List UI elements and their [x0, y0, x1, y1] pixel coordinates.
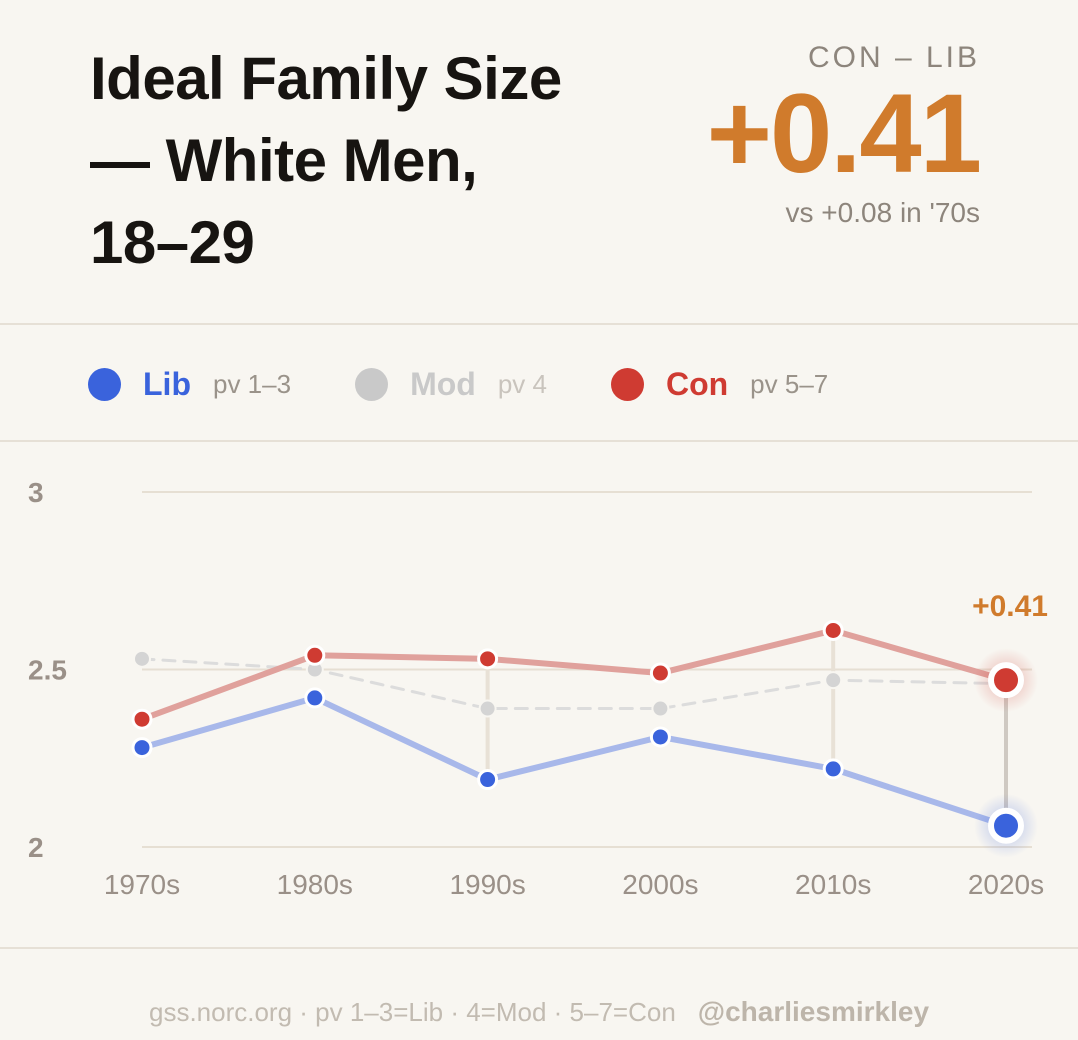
data-point-con [131, 708, 153, 730]
data-point-mod [651, 699, 670, 718]
data-point-con-latest [988, 662, 1024, 699]
legend-range-con: pv 5–7 [750, 368, 829, 399]
legend-range-lib: pv 1–3 [212, 368, 292, 399]
divider [0, 947, 1078, 949]
x-tick-label: 1990s [449, 869, 525, 900]
divider [0, 323, 1078, 325]
legend-dot-con [610, 367, 644, 401]
x-tick-label: 2000s [622, 869, 698, 900]
data-point-lib [477, 769, 499, 791]
series-line-lib [139, 694, 1009, 829]
legend-item-mod: Mod pv 4 [355, 366, 547, 403]
data-point-con [649, 662, 671, 684]
legend-item-con: Con pv 5–7 [610, 365, 829, 403]
gap-annotation: +0.41 [972, 590, 1048, 623]
y-tick-label: 2.5 [28, 655, 67, 686]
legend: Lib pv 1–3 Mod pv 4 Con pv 5–7 [88, 362, 892, 406]
data-point-mod [478, 699, 497, 718]
legend-name-lib: Lib [143, 365, 191, 402]
y-tick-label: 2 [28, 832, 44, 863]
data-point-lib [131, 737, 153, 759]
data-point-lib [822, 758, 844, 780]
data-point-lib [649, 726, 671, 748]
legend-item-lib: Lib pv 1–3 [88, 366, 291, 403]
x-tick-label: 2010s [795, 869, 871, 900]
x-tick-label: 2020s [968, 869, 1044, 900]
data-point-con [477, 648, 499, 670]
legend-name-con: Con [665, 365, 729, 402]
difference-callout: CON – LIB +0.41 vs +0.08 in '70s [706, 40, 982, 230]
data-point-mod [824, 671, 843, 690]
source-note: gss.norc.org · pv 1–3=Lib · 4=Mod · 5–7=… [148, 996, 676, 1027]
footer: gss.norc.org · pv 1–3=Lib · 4=Mod · 5–7=… [0, 990, 1078, 1034]
difference-value: +0.41 [706, 71, 982, 196]
title-line-1: Ideal Family Size [90, 45, 562, 112]
author-handle: @charliesmirkley [697, 996, 930, 1027]
legend-dot-lib [88, 367, 121, 401]
title-line-2: — White Men, [90, 127, 478, 194]
title-line-3: 18–29 [90, 209, 255, 276]
x-tick-label: 1980s [277, 869, 353, 900]
data-point-con [304, 644, 326, 666]
legend-name-mod: Mod [410, 365, 476, 402]
x-tick-label: 1970s [104, 869, 180, 900]
line-chart: 2 2.5 3 1970s 1980s 1990s 2000s 2010s 2020s +0.41 [28, 477, 1048, 900]
series-line-con [139, 627, 1009, 723]
chart-title: Ideal Family Size — White Men, 18–29 [90, 38, 650, 284]
data-point-mod [133, 649, 151, 668]
header: Ideal Family Size — White Men, 18–29 CON… [0, 0, 1078, 324]
legend-dot-mod [355, 367, 389, 401]
series-line-mod [140, 657, 1008, 711]
data-point-lib [304, 687, 326, 709]
y-tick-label: 3 [28, 477, 44, 508]
divider [0, 440, 1078, 442]
difference-label: CON – LIB [807, 41, 980, 74]
data-point-lib-latest [988, 807, 1024, 844]
data-point-con [822, 619, 844, 641]
difference-comparison: vs +0.08 in '70s [785, 197, 980, 228]
legend-range-mod: pv 4 [497, 368, 547, 399]
